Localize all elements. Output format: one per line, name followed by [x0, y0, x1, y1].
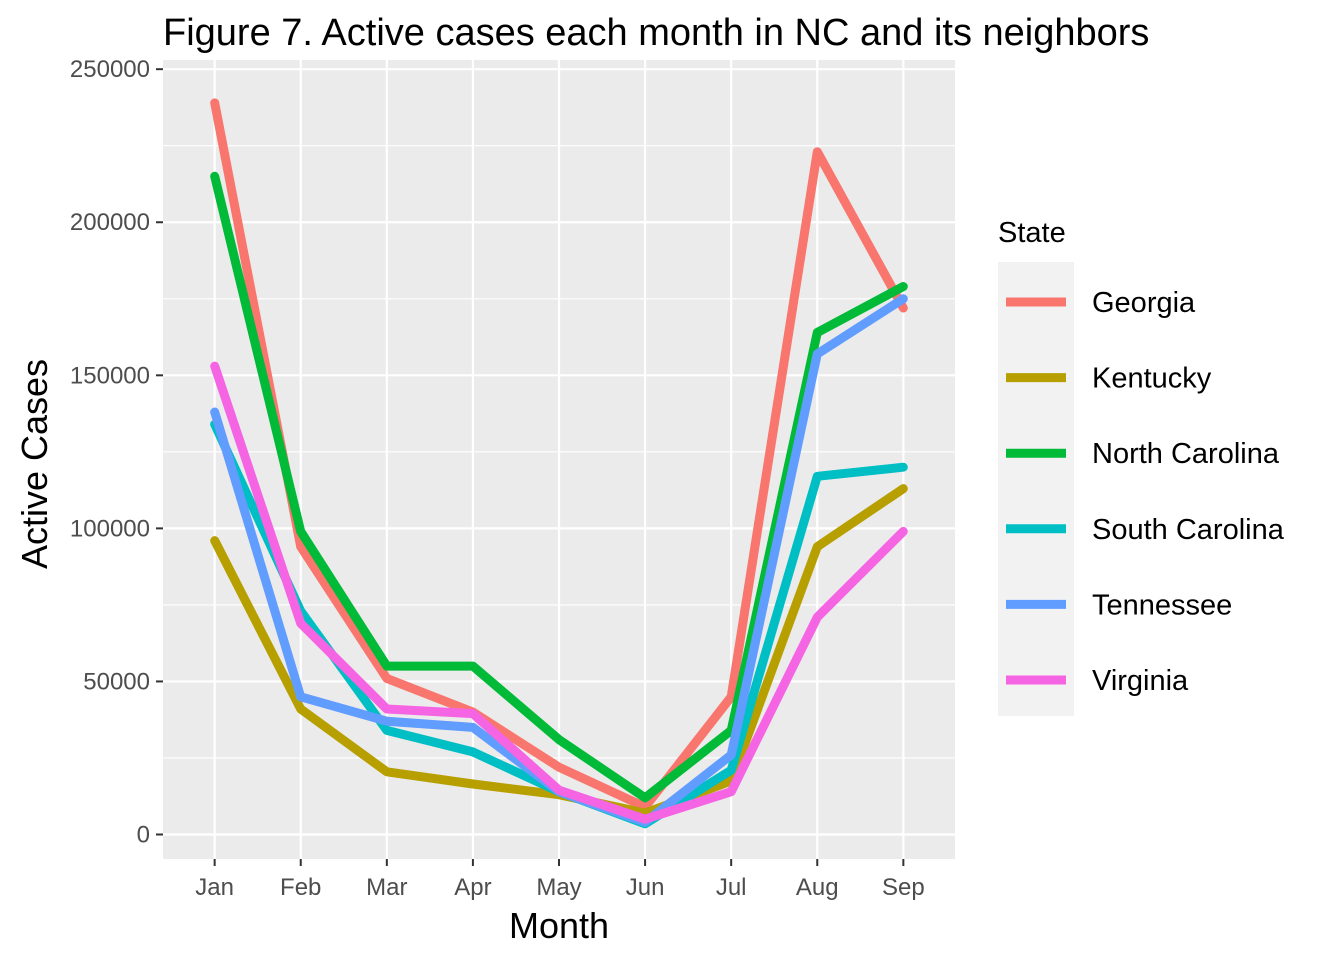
x-tick-label: Apr [454, 874, 491, 901]
x-tick-label: Mar [366, 874, 407, 901]
y-tick-label: 250000 [70, 56, 150, 83]
x-axis-title: Month [509, 905, 609, 946]
legend-item: Kentucky [1006, 363, 1212, 395]
legend-label: North Carolina [1092, 438, 1280, 470]
y-tick-label: 50000 [83, 668, 150, 695]
chart-title: Figure 7. Active cases each month in NC … [163, 12, 1149, 54]
x-axis-ticks: Jan Feb Mar Apr May Jun Jul Aug Sep [195, 859, 925, 901]
y-tick-label: 100000 [70, 515, 150, 542]
legend-items: Georgia Kentucky North Carolina South Carol… [1006, 287, 1285, 697]
y-tick-label: 150000 [70, 362, 150, 389]
legend-title: State [998, 217, 1066, 249]
legend-label: Kentucky [1092, 363, 1212, 395]
legend-label: Tennessee [1092, 589, 1232, 621]
legend-item: Georgia [1006, 287, 1196, 319]
series-lines [210, 98, 908, 829]
x-tick-label: Sep [882, 874, 925, 901]
legend: State Georgia Kentucky North Carolina South… [998, 217, 1285, 716]
legend-label: Georgia [1092, 287, 1196, 319]
x-tick-label: Jun [626, 874, 665, 901]
y-axis-title: Active Cases [14, 359, 55, 569]
legend-label: South Carolina [1092, 514, 1285, 546]
x-tick-label: Jul [716, 874, 747, 901]
x-tick-label: Jan [195, 874, 234, 901]
series-line-north-carolina [210, 171, 908, 803]
legend-item: Tennessee [1006, 589, 1232, 621]
y-tick-label: 0 [137, 822, 150, 849]
legend-item: South Carolina [1006, 514, 1285, 546]
legend-item: North Carolina [1006, 438, 1280, 470]
x-tick-label: May [536, 874, 581, 901]
y-tick-label: 200000 [70, 209, 150, 236]
legend-label: Virginia [1092, 665, 1189, 697]
y-axis-ticks: 0 50000 100000 150000 200000 250000 [70, 56, 163, 849]
x-tick-label: Feb [280, 874, 321, 901]
series-line-virginia [210, 361, 908, 824]
legend-item: Virginia [1006, 665, 1189, 697]
series-line-georgia [210, 98, 908, 812]
x-tick-label: Aug [796, 874, 839, 901]
legend-background [998, 262, 1074, 716]
